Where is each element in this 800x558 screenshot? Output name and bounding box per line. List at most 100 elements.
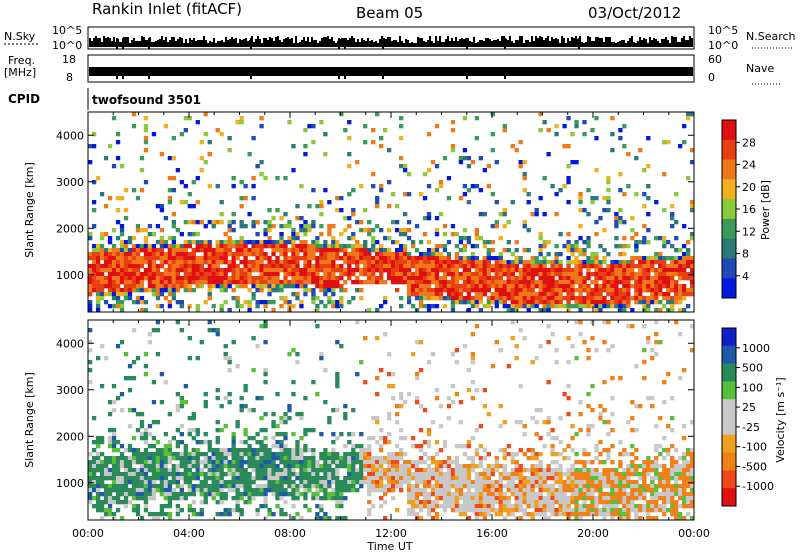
heatmap-cell — [164, 124, 168, 128]
heatmap-cell — [674, 220, 678, 224]
heatmap-cell — [192, 492, 196, 496]
heatmap-cell — [339, 268, 343, 272]
heatmap-cell — [626, 292, 630, 296]
heatmap-cell — [303, 480, 307, 484]
sky-bar — [281, 42, 283, 47]
heatmap-cell — [487, 464, 491, 468]
heatmap-cell — [479, 276, 483, 280]
heatmap-cell — [96, 248, 100, 252]
heatmap-cell — [483, 488, 487, 492]
heatmap-cell — [224, 484, 228, 488]
heatmap-cell — [379, 272, 383, 276]
heatmap-cell — [558, 188, 562, 192]
heatmap-cell — [132, 488, 136, 492]
heatmap-cell — [543, 420, 547, 424]
heatmap-cell — [662, 272, 666, 276]
heatmap-cell — [164, 284, 168, 288]
heatmap-cell — [375, 480, 379, 484]
heatmap-cell — [156, 268, 160, 272]
heatmap-cell — [204, 472, 208, 476]
heatmap-cell — [638, 280, 642, 284]
heatmap-cell — [331, 288, 335, 292]
heatmap-cell — [347, 216, 351, 220]
heatmap-cell — [387, 484, 391, 488]
heatmap-cell — [423, 280, 427, 284]
heatmap-cell — [519, 256, 523, 260]
heatmap-cell — [136, 268, 140, 272]
heatmap-cell — [379, 264, 383, 268]
heatmap-cell — [590, 496, 594, 500]
sky-bar — [107, 37, 109, 47]
heatmap-cell — [618, 220, 622, 224]
heatmap-cell — [295, 244, 299, 248]
heatmap-cell — [351, 468, 355, 472]
heatmap-cell — [359, 252, 363, 256]
heatmap-cell — [471, 360, 475, 364]
sky-bar — [127, 37, 129, 47]
heatmap-cell — [236, 280, 240, 284]
heatmap-cell — [455, 264, 459, 268]
heatmap-cell — [399, 428, 403, 432]
heatmap-cell — [236, 120, 240, 124]
heatmap-cell — [574, 264, 578, 268]
heatmap-cell — [586, 432, 590, 436]
heatmap-cell — [255, 512, 259, 516]
heatmap-cell — [395, 460, 399, 464]
heatmap-cell — [503, 452, 507, 456]
heatmap-cell — [523, 336, 527, 340]
heatmap-cell — [578, 412, 582, 416]
heatmap-cell — [527, 496, 531, 500]
heatmap-cell — [247, 464, 251, 468]
heatmap-cell — [523, 224, 527, 228]
heatmap-cell — [196, 452, 200, 456]
heatmap-cell — [515, 468, 519, 472]
heatmap-cell — [483, 244, 487, 248]
heatmap-cell — [128, 296, 132, 300]
heatmap-cell — [594, 220, 598, 224]
sky-bar — [371, 40, 373, 47]
heatmap-cell — [455, 288, 459, 292]
heatmap-cell — [570, 488, 574, 492]
heatmap-cell — [443, 304, 447, 308]
heatmap-cell — [435, 288, 439, 292]
heatmap-cell — [550, 492, 554, 496]
heatmap-cell — [243, 300, 247, 304]
heatmap-cell — [511, 300, 515, 304]
heatmap-cell — [96, 176, 100, 180]
heatmap-cell — [216, 240, 220, 244]
heatmap-cell — [132, 492, 136, 496]
heatmap-cell — [224, 344, 228, 348]
heatmap-cell — [511, 492, 515, 496]
heatmap-cell — [375, 468, 379, 472]
heatmap-cell — [323, 260, 327, 264]
heatmap-cell — [232, 280, 236, 284]
heatmap-cell — [176, 496, 180, 500]
heatmap-cell — [259, 268, 263, 272]
heatmap-cell — [566, 504, 570, 508]
heatmap-cell — [367, 500, 371, 504]
heatmap-cell — [427, 288, 431, 292]
heatmap-cell — [375, 196, 379, 200]
heatmap-cell — [682, 124, 686, 128]
heatmap-cell — [220, 512, 224, 516]
heatmap-cell — [574, 492, 578, 496]
heatmap-cell — [658, 236, 662, 240]
heatmap-cell — [120, 500, 124, 504]
heatmap-cell — [578, 508, 582, 512]
heatmap-cell — [678, 248, 682, 252]
heatmap-cell — [124, 284, 128, 288]
heatmap-cell — [686, 248, 690, 252]
heatmap-cell — [439, 244, 443, 248]
heatmap-cell — [192, 448, 196, 452]
heatmap-cell — [399, 472, 403, 476]
heatmap-cell — [387, 468, 391, 472]
sky-bar — [391, 41, 393, 47]
heatmap-cell — [558, 300, 562, 304]
heatmap-cell — [303, 248, 307, 252]
heatmap-cell — [184, 128, 188, 132]
heatmap-cell — [240, 460, 244, 464]
heatmap-cell — [535, 212, 539, 216]
heatmap-cell — [347, 224, 351, 228]
heatmap-cell — [140, 188, 144, 192]
heatmap-cell — [435, 268, 439, 272]
